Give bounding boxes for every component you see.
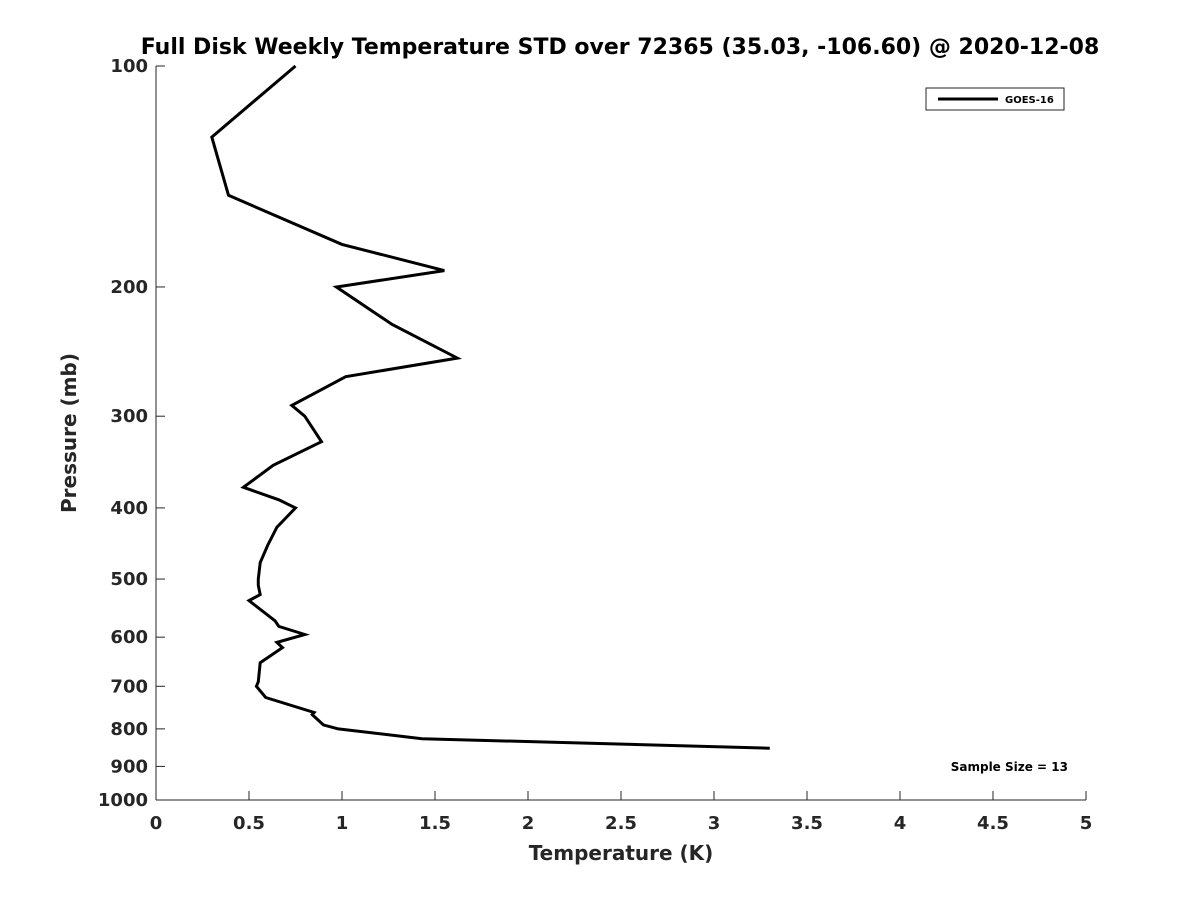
x-tick-label: 2 [522, 813, 535, 834]
y-tick-label: 400 [110, 498, 148, 519]
x-tick-label: 1 [336, 813, 349, 834]
legend-label-goes-16: GOES-16 [1005, 95, 1054, 106]
y-ticks: 100 200 300 400 500 600 700 800 900 1000 [98, 56, 165, 811]
y-tick-label: 300 [110, 406, 148, 427]
x-tick-label: 5 [1080, 813, 1093, 834]
x-ticks: 0 0.5 1 1.5 2 2.5 3 3.5 4 4.5 5 [150, 791, 1093, 834]
sample-size-annotation: Sample Size = 13 [951, 760, 1068, 774]
y-tick-label: 800 [110, 719, 148, 740]
x-tick-label: 3.5 [791, 813, 823, 834]
legend: GOES-16 [925, 87, 1065, 111]
y-tick-label: 600 [110, 627, 148, 648]
x-tick-label: 0 [150, 813, 163, 834]
series-line-goes-16 [210, 64, 770, 750]
x-tick-label: 4 [894, 813, 907, 834]
y-tick-label: 100 [110, 56, 148, 77]
series-layer [210, 64, 770, 750]
x-axis-label: Temperature (K) [529, 841, 714, 865]
y-axis-label: Pressure (mb) [57, 353, 81, 513]
x-tick-label: 4.5 [977, 813, 1009, 834]
y-tick-label: 900 [110, 756, 148, 777]
y-tick-label: 700 [110, 676, 148, 697]
x-tick-label: 1.5 [419, 813, 451, 834]
y-tick-label: 500 [110, 569, 148, 590]
x-tick-label: 3 [708, 813, 721, 834]
y-tick-label: 200 [110, 277, 148, 298]
x-tick-label: 0.5 [233, 813, 265, 834]
x-tick-label: 2.5 [605, 813, 637, 834]
chart-title: Full Disk Weekly Temperature STD over 72… [141, 35, 1100, 60]
y-tick-label: 1000 [98, 790, 148, 811]
